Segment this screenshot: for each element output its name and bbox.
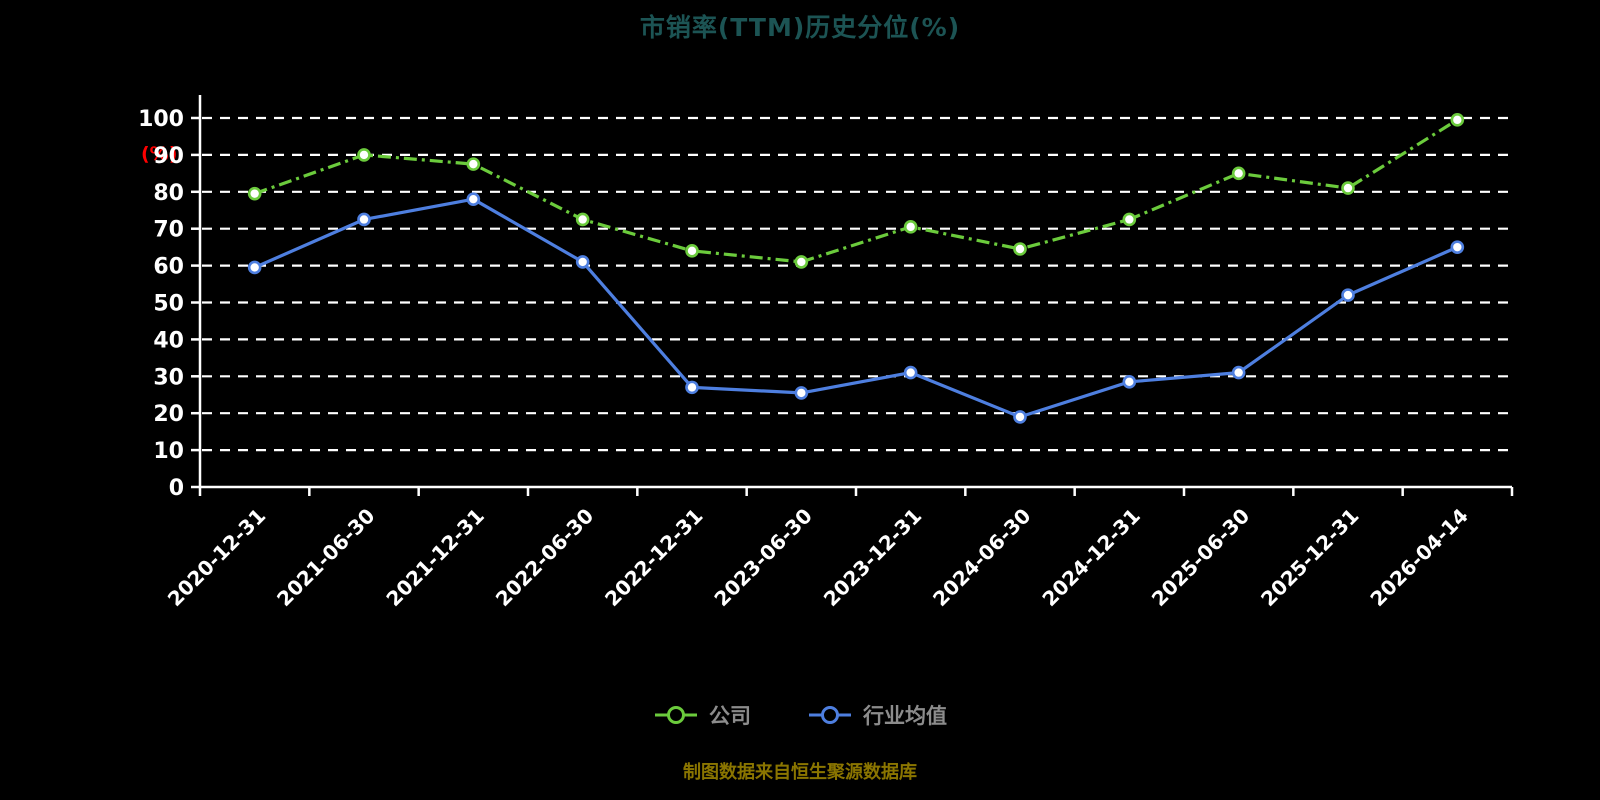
data-point-marker (1231, 166, 1246, 181)
company-line-marker-icon (655, 706, 697, 724)
x-axis-tick-label: 2025-12-31 (1256, 504, 1363, 611)
data-point-marker (685, 244, 699, 258)
data-point-marker (685, 380, 699, 395)
data-point-marker (1341, 181, 1355, 195)
legend: 公司 行业均值 (0, 700, 1600, 730)
y-axis-tick-label: 20 (153, 402, 184, 427)
y-axis-tick-label: 80 (153, 181, 184, 206)
x-axis-tick-label: 2023-06-30 (709, 504, 816, 611)
data-point-marker (466, 157, 481, 171)
y-axis-tick-label: 100 (138, 107, 184, 132)
data-point-marker (1013, 242, 1027, 256)
data-point-marker (247, 186, 262, 201)
data-point-marker (794, 255, 809, 269)
data-point-marker (357, 212, 371, 227)
data-point-marker (794, 386, 809, 400)
x-axis-tick-label: 2020-12-31 (163, 504, 270, 611)
x-axis-tick-label: 2024-12-31 (1037, 504, 1144, 611)
x-axis-tick-label: 2021-06-30 (272, 504, 379, 611)
y-axis-tick-label: 60 (153, 255, 184, 280)
y-axis-tick-label: 0 (169, 476, 184, 501)
y-axis-tick-label: 30 (153, 365, 184, 390)
legend-label-company: 公司 (709, 704, 751, 728)
data-point-marker (903, 365, 918, 380)
x-axis-tick-label: 2026-04-14 (1365, 504, 1472, 611)
y-axis-tick-label: 90 (153, 144, 184, 169)
y-axis-tick-label: 50 (153, 292, 184, 317)
data-point-marker (466, 192, 481, 206)
data-point-marker (575, 255, 590, 269)
legend-label-industry-average: 行业均值 (863, 704, 947, 728)
y-axis-unit-label: (%) (141, 143, 178, 165)
x-axis-tick-label: 2021-12-31 (381, 504, 488, 611)
data-point-marker (1013, 410, 1027, 424)
series-line-公司 (254, 118, 1459, 264)
y-axis-tick-label: 10 (153, 439, 184, 464)
data-point-marker (247, 260, 262, 275)
y-axis-tick-label: 70 (153, 218, 184, 243)
data-point-marker (1341, 288, 1355, 302)
x-axis-tick-label: 2025-06-30 (1147, 504, 1254, 611)
data-point-marker (575, 212, 590, 227)
legend-item-industry-average[interactable]: 行业均值 (807, 700, 947, 730)
data-point-marker (1450, 240, 1465, 254)
x-axis-tick-label: 2023-12-31 (819, 504, 926, 611)
series-line-行业均值 (254, 197, 1458, 419)
data-point-marker (1231, 365, 1246, 380)
data-point-marker (903, 220, 918, 234)
data-point-marker (1450, 113, 1465, 127)
legend-item-company[interactable]: 公司 (653, 700, 751, 730)
data-point-marker (1122, 375, 1137, 389)
data-point-marker (1122, 212, 1137, 227)
industry-line-marker-icon (809, 706, 851, 724)
y-axis-tick-label: 40 (153, 328, 184, 353)
x-axis-tick-label: 2022-12-31 (600, 504, 707, 611)
data-point-marker (357, 148, 371, 162)
x-axis-tick-label: 2024-06-30 (928, 504, 1035, 611)
x-axis-tick-label: 2022-06-30 (491, 504, 598, 611)
data-source-note: 制图数据来自恒生聚源数据库 (683, 762, 917, 783)
chart-title: 市销率(TTM)历史分位(%) (639, 13, 961, 42)
